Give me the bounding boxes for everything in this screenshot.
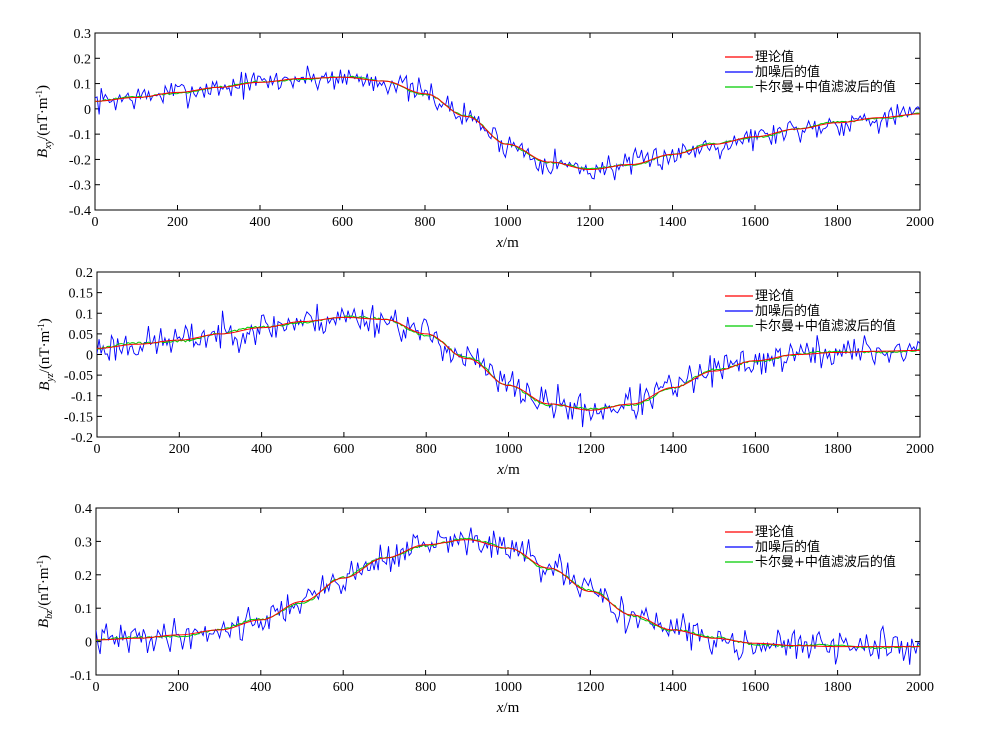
- x-tick-label: 400: [250, 680, 271, 695]
- series-noisy: [95, 65, 920, 181]
- x-tick-label: 1600: [741, 442, 769, 457]
- x-tick-label: 600: [333, 680, 354, 695]
- x-tick-label: 600: [332, 215, 353, 230]
- x-tick-label: 400: [250, 215, 271, 230]
- legend-label-filtered: 卡尔曼+中值滤波后的值: [755, 318, 896, 334]
- x-tick-label: 1000: [494, 680, 522, 695]
- legend-label-noisy: 加噪后的值: [755, 64, 820, 80]
- x-tick-label: 1200: [576, 215, 604, 230]
- x-tick-label: 1800: [824, 442, 852, 457]
- legend-label-filtered: 卡尔曼+中值滤波后的值: [755, 79, 896, 95]
- chart-panel-2: 0 200 400 600 800 1000 1200 1400 1600 1800 2000 0.2…: [36, 266, 934, 478]
- y-tick-label: 0.1: [75, 602, 93, 617]
- y-tick-label: 0.15: [69, 287, 94, 302]
- y-axis-label: Bxy/(nT·m-1): [34, 85, 54, 158]
- y-tick-label: -0.2: [69, 153, 91, 168]
- y-tick-label: 0: [84, 103, 91, 118]
- x-tick-label: 200: [167, 215, 188, 230]
- x-tick-label: 0: [94, 442, 101, 457]
- x-tick-label: 1400: [659, 680, 687, 695]
- x-axis-label: x/m: [496, 462, 520, 478]
- legend-label-noisy: 加噪后的值: [755, 539, 820, 555]
- x-tick-label: 200: [169, 442, 190, 457]
- x-tick-label: 1800: [824, 680, 852, 695]
- legend-label-filtered: 卡尔曼+中值滤波后的值: [755, 554, 896, 570]
- y-tick-label: -0.1: [70, 669, 92, 684]
- y-tick-label: -0.1: [71, 390, 93, 405]
- legend-label-noisy: 加噪后的值: [755, 303, 820, 319]
- chart-panel-1: 0 200 400 600 800 1000 1200 1400 1600 1800 2000 0.3…: [34, 27, 934, 251]
- x-tick-label: 200: [168, 680, 189, 695]
- x-tick-label: 1800: [824, 215, 852, 230]
- plot-area: [96, 271, 921, 438]
- y-tick-label: 0.05: [69, 328, 94, 343]
- plot-area: [94, 32, 921, 211]
- y-axis-label: Bbz/(nT·m-1): [35, 555, 55, 628]
- x-tick-label: 0: [93, 680, 100, 695]
- y-tick-label: 0.4: [75, 502, 93, 517]
- legend-label-theory: 理论值: [755, 524, 794, 540]
- x-axis-label: x/m: [495, 235, 519, 251]
- x-tick-label: 1600: [741, 215, 769, 230]
- y-tick-label: 0.1: [76, 307, 94, 322]
- series-filtered: [96, 537, 920, 650]
- chart-panel-3: 0 200 400 600 800 1000 1200 1400 1600 1800 2000 0.4…: [35, 502, 934, 716]
- y-tick-label: 0: [85, 636, 92, 651]
- x-tick-label: 1200: [576, 680, 604, 695]
- x-tick-label: 1200: [577, 442, 605, 457]
- x-tick-label: 2000: [906, 680, 934, 695]
- x-tick-label: 800: [416, 442, 437, 457]
- x-tick-label: 1000: [494, 215, 522, 230]
- y-axis-label: Byz/(nT·m-1): [36, 318, 56, 391]
- y-tick-label: 0.3: [75, 535, 93, 550]
- y-tick-label: 0.1: [74, 78, 92, 93]
- y-tick-label: -0.05: [64, 369, 93, 384]
- x-tick-label: 2000: [906, 442, 934, 457]
- x-tick-label: 1400: [659, 442, 687, 457]
- legend-label-theory: 理论值: [755, 288, 794, 304]
- y-tick-label: 0.2: [74, 52, 92, 67]
- x-tick-label: 1600: [741, 680, 769, 695]
- plot-area: [95, 507, 921, 676]
- x-tick-label: 800: [415, 215, 436, 230]
- y-tick-label: 0.2: [76, 266, 94, 281]
- x-tick-label: 400: [251, 442, 272, 457]
- series-theory: [96, 539, 920, 648]
- legend-label-theory: 理论值: [755, 49, 794, 65]
- x-tick-label: 800: [415, 680, 436, 695]
- x-tick-label: 1000: [495, 442, 523, 457]
- series-theory: [97, 316, 920, 411]
- x-tick-label: 600: [333, 442, 354, 457]
- y-tick-label: -0.3: [69, 179, 91, 194]
- x-tick-label: 2000: [906, 215, 934, 230]
- y-tick-label: 0.3: [74, 27, 92, 42]
- series-theory: [95, 76, 920, 171]
- y-tick-label: 0: [86, 349, 93, 364]
- series-noisy: [97, 303, 920, 428]
- x-tick-label: 1400: [659, 215, 687, 230]
- y-tick-label: -0.4: [69, 204, 91, 219]
- y-tick-label: 0.2: [75, 569, 93, 584]
- x-axis-label: x/m: [496, 700, 520, 716]
- y-tick-label: -0.1: [69, 128, 91, 143]
- y-tick-label: -0.15: [64, 410, 93, 425]
- x-tick-label: 0: [92, 215, 99, 230]
- y-tick-label: -0.2: [71, 431, 93, 446]
